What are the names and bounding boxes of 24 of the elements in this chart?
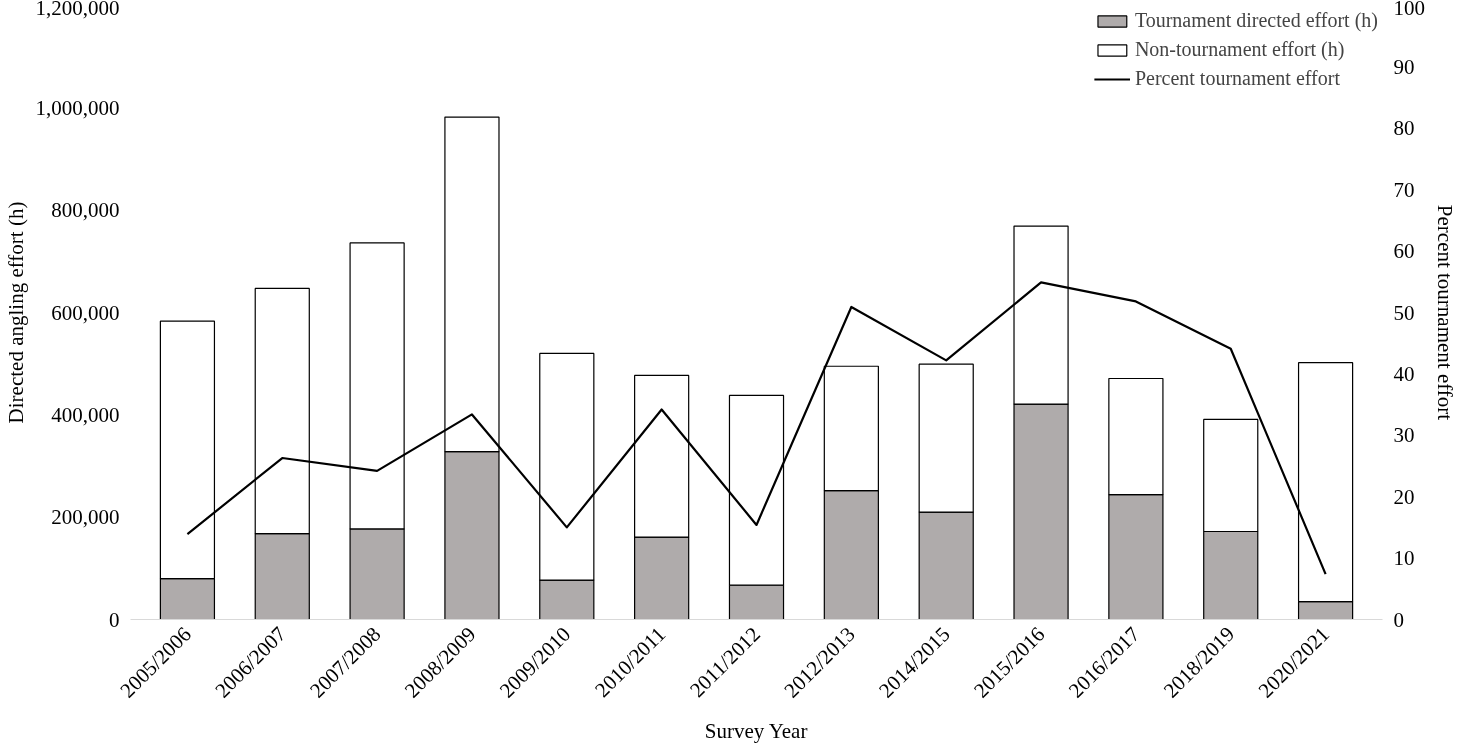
legend-label: Percent tournament effort <box>1134 67 1340 90</box>
y-tick-label: 1,200,000 <box>35 0 120 20</box>
y2-tick-label: 90 <box>1393 54 1415 79</box>
y2-tick-label: 20 <box>1393 484 1415 509</box>
legend-label: Tournament directed effort (h) <box>1134 9 1378 32</box>
y2-axis-title: Percent tournament effort <box>1433 204 1457 421</box>
y2-tick-label: 40 <box>1393 361 1415 386</box>
y2-tick-label: 70 <box>1393 177 1415 202</box>
y-tick-label: 600,000 <box>51 300 120 325</box>
y2-tick-label: 10 <box>1393 546 1415 571</box>
y-tick-label: 400,000 <box>51 402 120 427</box>
y2-tick-label: 80 <box>1393 116 1415 141</box>
y-tick-label: 0 <box>109 607 120 632</box>
y-tick-label: 800,000 <box>51 198 120 223</box>
y-axis-title: Directed angling effort (h) <box>3 201 28 424</box>
y2-tick-label: 100 <box>1393 0 1425 20</box>
y2-tick-label: 50 <box>1393 300 1415 325</box>
x-axis-title: Survey Year <box>704 718 808 743</box>
y-tick-label: 1,000,000 <box>35 95 120 120</box>
y2-tick-label: 60 <box>1393 239 1415 264</box>
legend-label: Non-tournament effort (h) <box>1134 38 1345 61</box>
y-tick-label: 200,000 <box>51 505 120 530</box>
y2-tick-label: 0 <box>1393 607 1404 632</box>
y2-tick-label: 30 <box>1393 423 1415 448</box>
